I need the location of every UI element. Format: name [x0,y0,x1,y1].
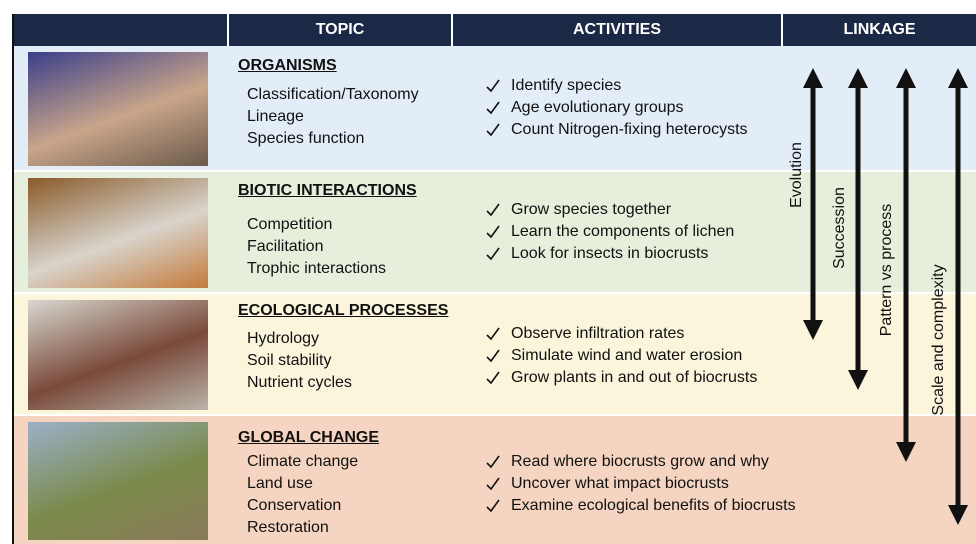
header-cell: LINKAGE [783,14,976,46]
check-icon [486,123,500,137]
left-border [12,14,14,544]
topic-item: Trophic interactions [247,260,387,277]
activity: Examine ecological benefits of biocrusts [511,497,796,514]
photo [28,422,208,540]
row-title: BIOTIC INTERACTIONS [238,182,417,199]
check-icon [486,247,500,261]
topic-item: Lineage [247,108,304,125]
topic-item: Hydrology [247,330,320,347]
activity: Age evolutionary groups [511,99,684,116]
topic-item: Climate change [247,453,359,470]
check [486,455,500,469]
check-icon [486,101,500,115]
check [486,79,500,93]
check-icon [486,349,500,363]
check-icon [486,327,500,341]
activity: Identify species [511,77,622,94]
topic-item: Species function [247,130,365,147]
check-icon [486,499,500,513]
check-icon [486,225,500,239]
check [486,477,500,491]
check [486,327,500,341]
topic-item: Competition [247,216,333,233]
check-icon [486,477,500,491]
check [486,203,500,217]
check-icon [486,79,500,93]
topic-item: Classification/Taxonomy [247,86,419,103]
linkage-label: Pattern vs process [878,204,895,337]
topic-item: Facilitation [247,238,324,255]
check [486,371,500,385]
activity: Grow species together [511,201,672,218]
photo [28,52,208,166]
photo [28,300,208,410]
topic-item: Conservation [247,497,342,514]
linkage-label: Scale and complexity [930,264,947,415]
check [486,499,500,513]
topic-item: Land use [247,475,313,492]
header-cell: TOPIC [229,14,451,46]
check [486,123,500,137]
activity: Grow plants in and out of biocrusts [511,369,758,386]
check [486,101,500,115]
activity: Simulate wind and water erosion [511,347,743,364]
row-title: ECOLOGICAL PROCESSES [238,302,449,319]
activity: Uncover what impact biocrusts [511,475,729,492]
activity: Observe infiltration rates [511,325,685,342]
check-icon [486,455,500,469]
header-cell [14,14,227,46]
photo [28,178,208,288]
activity: Read where biocrusts grow and why [511,453,769,470]
topic-item: Soil stability [247,352,332,369]
linkage-label: Succession [831,187,848,269]
linkage-label: Evolution [788,142,805,208]
topic-item: Restoration [247,519,329,536]
topic-item: Nutrient cycles [247,374,352,391]
header-cell: ACTIVITIES [453,14,781,46]
check-icon [486,203,500,217]
check [486,247,500,261]
activity: Learn the components of lichen [511,223,735,240]
check [486,349,500,363]
check-icon [486,371,500,385]
activity: Count Nitrogen-fixing heterocysts [511,121,748,138]
check [486,225,500,239]
activity: Look for insects in biocrusts [511,245,709,262]
row-title: GLOBAL CHANGE [238,429,380,446]
row-title: ORGANISMS [238,57,337,74]
